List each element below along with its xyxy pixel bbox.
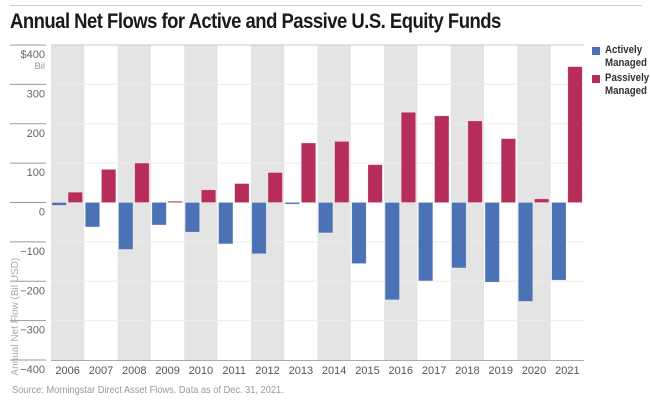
y-tick-label: 0: [39, 207, 45, 219]
legend-item-active: Actively Managed: [592, 44, 651, 70]
bar-passive: [567, 66, 583, 203]
bar-active: [351, 202, 367, 264]
bar-passive: [101, 169, 117, 203]
x-tick-label: 2021: [555, 365, 579, 377]
bar-active: [118, 202, 134, 250]
bar-passive: [301, 142, 316, 203]
bar-passive: [334, 141, 350, 203]
y-axis-title: Annual Net Flow (Bil USD): [10, 258, 21, 376]
x-tick-label: 2017: [422, 365, 446, 377]
x-tick-label: 2019: [488, 365, 512, 377]
y-tick-label: −200: [20, 285, 45, 297]
x-tick-label: 2006: [55, 365, 79, 377]
bar-passive: [467, 120, 483, 203]
bar-passive: [201, 189, 217, 203]
bar-passive: [167, 201, 183, 203]
bar-passive: [234, 183, 250, 203]
chart-title: Annual Net Flows for Active and Passive …: [10, 9, 501, 33]
bar-passive: [434, 115, 450, 203]
bar-active: [318, 202, 334, 234]
bar-active: [284, 202, 300, 205]
y-tick-label: −100: [20, 246, 45, 258]
x-tick-label: 2014: [322, 365, 346, 377]
bar-active: [251, 202, 267, 254]
bar-passive: [67, 191, 83, 203]
bar-active: [151, 202, 167, 226]
legend: Actively Managed Passively Managed: [592, 44, 651, 100]
source-note: Source: Morningstar Direct Asset Flows. …: [12, 384, 284, 396]
bar-active: [85, 202, 100, 228]
bar-active: [484, 202, 500, 283]
bar-passive: [267, 172, 283, 203]
legend-label-active: Actively Managed: [605, 44, 647, 69]
y-tick-label: 200: [27, 128, 45, 140]
x-tick-label: 2008: [122, 365, 146, 377]
legend-swatch-active: [592, 47, 600, 55]
bar-active: [384, 202, 400, 301]
bar-passive: [534, 198, 550, 203]
x-tick-label: 2011: [222, 365, 246, 377]
y-tick-label: −400: [20, 364, 45, 376]
legend-swatch-passive: [592, 75, 600, 83]
bar-active: [218, 202, 234, 245]
bar-active: [551, 202, 567, 281]
x-tick-label: 2020: [522, 365, 546, 377]
y-tick-label: 100: [27, 167, 45, 179]
x-tick-label: 2010: [189, 365, 213, 377]
y-axis: $400 300 200 100 0 −100 −200 −300 −400: [10, 44, 46, 376]
bar-active: [418, 202, 434, 282]
bar-passive: [500, 138, 516, 203]
bar-passive: [134, 162, 150, 203]
bar-passive: [400, 112, 416, 203]
bar-active: [184, 202, 200, 233]
x-tick-label: 2012: [255, 365, 279, 377]
top-rule: [10, 5, 642, 6]
x-tick-label: 2007: [89, 365, 113, 377]
x-tick-label: 2013: [289, 365, 313, 377]
y-tick-label: $400: [21, 49, 45, 61]
bar-active: [451, 202, 467, 269]
x-tick-label: 2018: [455, 365, 479, 377]
bar-active: [51, 202, 67, 206]
bar-active: [518, 202, 533, 302]
x-axis: 2006 2007 2008 2009 2010 2011 2012 2013 2014 2015…: [51, 360, 584, 377]
legend-item-passive: Passively Managed: [592, 72, 651, 98]
x-tick-label: 2015: [355, 365, 379, 377]
x-tick-label: 2016: [389, 365, 413, 377]
bars: [51, 66, 583, 302]
legend-label-passive: Passively Managed: [605, 72, 650, 97]
bar-passive: [367, 164, 383, 203]
y-tick-label: 300: [27, 88, 45, 100]
x-tick-label: 2009: [155, 365, 179, 377]
y-unit-label: Bil: [34, 61, 45, 72]
y-tick-label: −300: [20, 325, 45, 337]
